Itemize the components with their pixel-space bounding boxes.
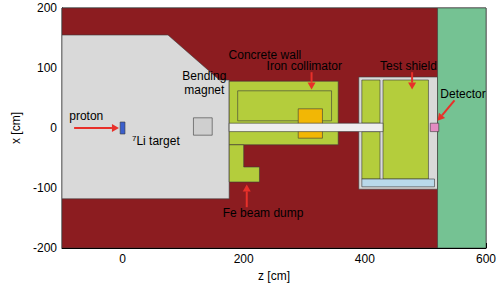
svg-text:Test shield: Test shield [380,59,437,73]
svg-text:-200: -200 [33,241,57,255]
svg-text:z [cm]: z [cm] [258,269,290,283]
svg-text:Concrete wall: Concrete wall [228,47,302,62]
svg-text:Li target: Li target [136,134,180,148]
svg-text:0: 0 [119,252,126,266]
svg-text:200: 200 [37,1,57,15]
svg-text:Bending: Bending [182,69,226,83]
svg-text:600: 600 [476,252,496,266]
svg-text:200: 200 [234,252,254,266]
svg-text:400: 400 [355,252,375,266]
svg-text:Iron collimator: Iron collimator [267,59,342,73]
svg-text:magnet: magnet [184,83,225,97]
svg-text:proton: proton [69,109,103,123]
svg-text:7: 7 [132,133,137,143]
svg-text:Detector: Detector [440,87,485,101]
svg-text:100: 100 [37,61,57,75]
svg-text:Fe beam dump: Fe beam dump [223,206,304,220]
svg-text:0: 0 [50,121,57,135]
svg-text:x [cm]: x [cm] [9,112,23,144]
svg-text:-100: -100 [33,181,57,195]
